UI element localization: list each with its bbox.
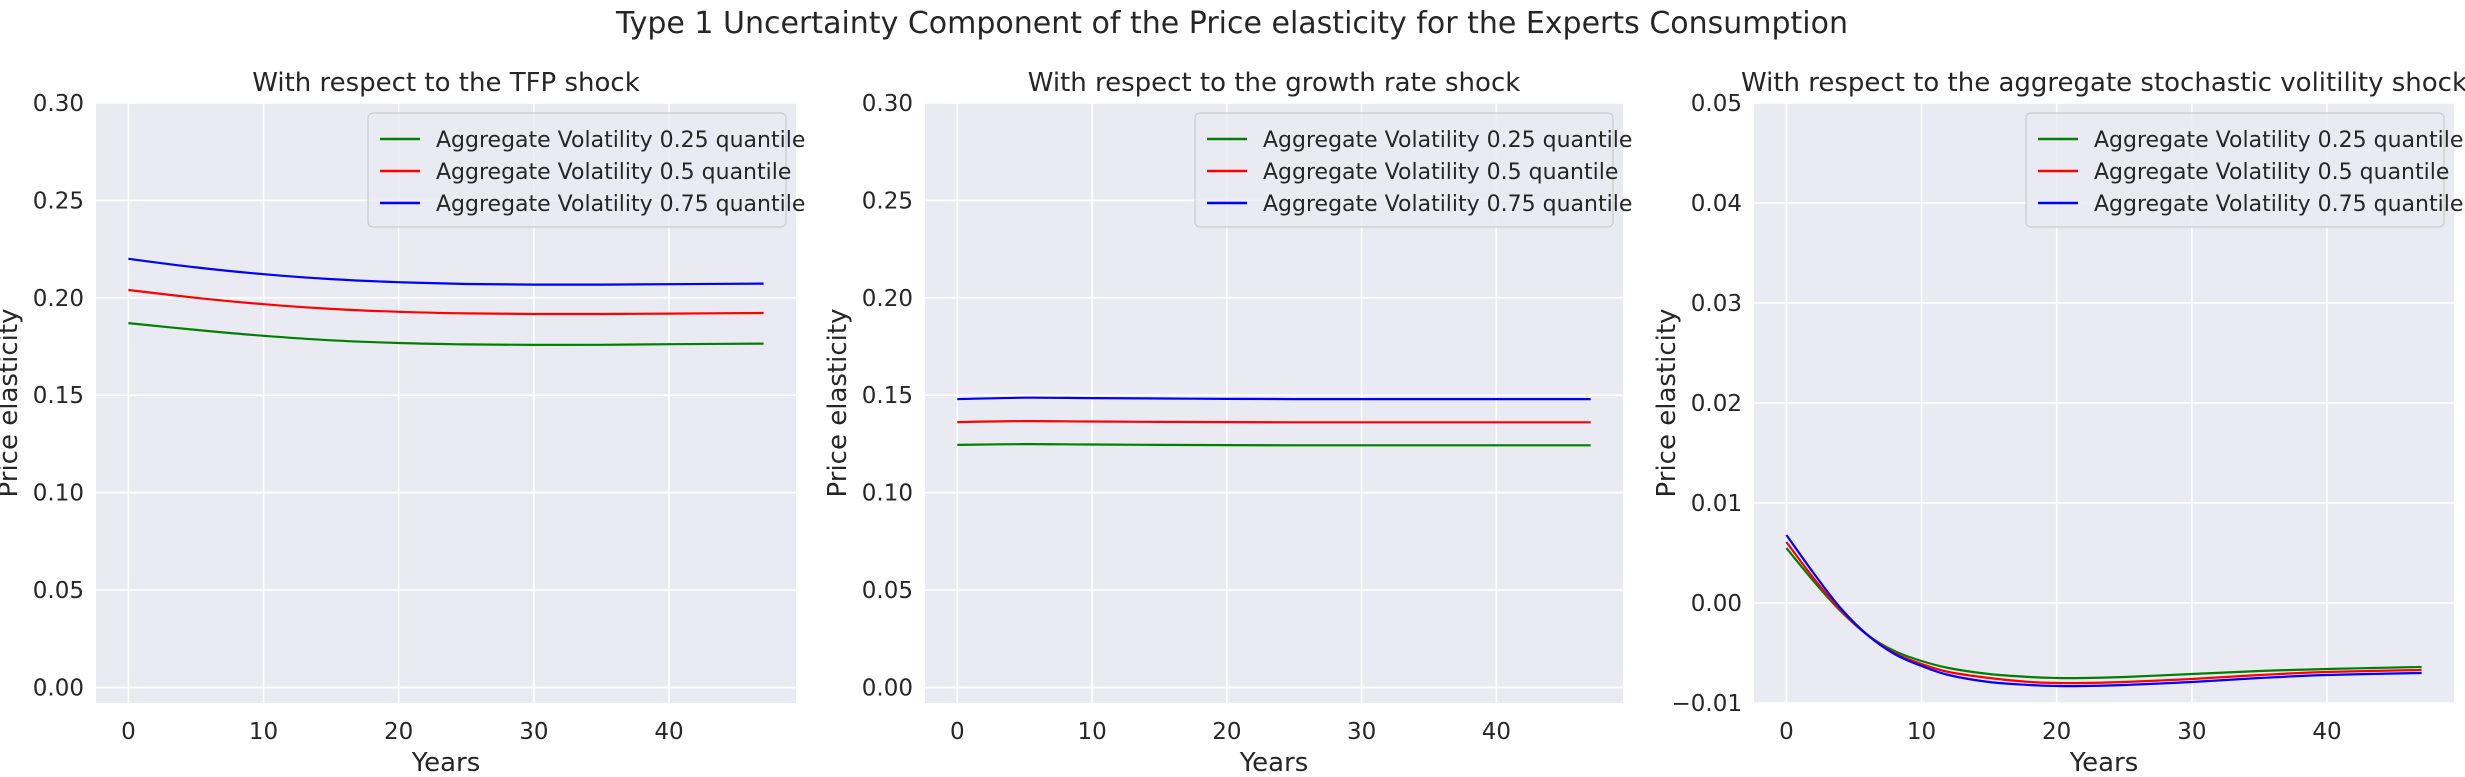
x-tick-label: 40 xyxy=(654,719,683,745)
y-tick-label: 0.15 xyxy=(33,383,84,409)
x-tick-label: 0 xyxy=(121,719,136,745)
panel-title: With respect to the growth rate shock xyxy=(1028,68,1521,98)
chart-panel-2: 0 10 20 30 40 0.00 0.05 0.10 0.15 0.20 0.25 0.30 Wit… xyxy=(823,68,1632,777)
x-tick-label: 0 xyxy=(1779,719,1794,745)
x-tick-label: 40 xyxy=(2312,719,2341,745)
panel-title: With respect to the aggregate stochastic… xyxy=(1741,68,2465,98)
x-tick-label: 20 xyxy=(2042,719,2071,745)
panel-title: With respect to the TFP shock xyxy=(252,68,640,98)
y-tick-label: 0.05 xyxy=(862,578,913,604)
x-tick-label: 30 xyxy=(1347,719,1376,745)
chart-panel-1: 0 10 20 30 40 0.00 0.05 0.10 0.15 0.20 0.25 0.30 Wit… xyxy=(0,68,805,777)
series-line-3 xyxy=(957,396,1591,401)
legend-entry: Aggregate Volatility 0.75 quantile xyxy=(436,192,805,217)
y-tick-label: 0.00 xyxy=(1691,591,1742,617)
y-tick-label: 0.10 xyxy=(862,481,913,507)
legend-entry: Aggregate Volatility 0.5 quantile xyxy=(2094,160,2449,185)
x-tick-label: 10 xyxy=(1907,719,1936,745)
legend-entry: Aggregate Volatility 0.75 quantile xyxy=(1263,192,1632,217)
legend: Aggregate Volatility 0.25 quantile Aggreg… xyxy=(1194,112,1632,228)
y-tick-label: 0.00 xyxy=(33,675,84,701)
legend: Aggregate Volatility 0.25 quantile Aggreg… xyxy=(2025,112,2463,228)
y-tick-label: 0.02 xyxy=(1691,391,1742,417)
series-line-3 xyxy=(1785,534,2422,688)
x-tick-label: 20 xyxy=(384,719,413,745)
y-axis-label: Price elasticity xyxy=(1652,309,1682,498)
legend: Aggregate Volatility 0.25 quantile Aggreg… xyxy=(367,112,805,228)
x-tick-label: 30 xyxy=(519,719,548,745)
x-axis-label: Years xyxy=(1239,748,1309,777)
series-line-2 xyxy=(957,419,1591,424)
legend-entry: Aggregate Volatility 0.75 quantile xyxy=(2094,192,2463,217)
legend-entry: Aggregate Volatility 0.25 quantile xyxy=(2094,128,2463,153)
y-axis-label: Price elasticity xyxy=(0,309,24,498)
legend-entry: Aggregate Volatility 0.5 quantile xyxy=(436,160,791,185)
chart-panel-3: 0 10 20 30 40 −0.01 0.00 0.01 0.02 0.03 0.04 0.05Wi… xyxy=(1652,68,2465,777)
y-tick-label: 0.05 xyxy=(33,578,84,604)
y-tick-label: 0.00 xyxy=(862,675,913,701)
series-line-3 xyxy=(128,257,764,286)
series-line-1 xyxy=(128,322,764,347)
y-tick-label: 0.05 xyxy=(1691,91,1742,117)
y-axis-label: Price elasticity xyxy=(823,309,853,498)
y-tick-label: 0.30 xyxy=(33,91,84,117)
y-tick-label: 0.10 xyxy=(33,481,84,507)
legend-entry: Aggregate Volatility 0.5 quantile xyxy=(1263,160,1618,185)
x-axis-label: Years xyxy=(411,748,481,777)
y-tick-label: 0.30 xyxy=(862,91,913,117)
y-tick-label: 0.15 xyxy=(862,383,913,409)
legend-box xyxy=(1194,112,1614,228)
x-axis-label: Years xyxy=(2069,748,2139,777)
y-tick-label: 0.01 xyxy=(1691,491,1742,517)
y-tick-label: 0.20 xyxy=(33,286,84,312)
x-tick-label: 40 xyxy=(1482,719,1511,745)
legend-box xyxy=(2025,112,2445,228)
legend-entry: Aggregate Volatility 0.25 quantile xyxy=(436,128,805,153)
series-line-1 xyxy=(957,442,1591,447)
legend-entry: Aggregate Volatility 0.25 quantile xyxy=(1263,128,1632,153)
y-tick-label: 0.25 xyxy=(33,188,84,214)
y-tick-label: 0.03 xyxy=(1691,291,1742,317)
y-tick-label: −0.01 xyxy=(1672,691,1742,717)
x-tick-label: 0 xyxy=(950,719,965,745)
y-tick-label: 0.25 xyxy=(862,188,913,214)
figure-suptitle: Type 1 Uncertainty Component of the Pric… xyxy=(615,6,1848,41)
x-tick-label: 10 xyxy=(1077,719,1106,745)
legend-box xyxy=(367,112,787,228)
x-tick-label: 10 xyxy=(249,719,278,745)
y-tick-label: 0.04 xyxy=(1691,191,1742,217)
x-tick-label: 30 xyxy=(2177,719,2206,745)
x-tick-label: 20 xyxy=(1212,719,1241,745)
series-line-2 xyxy=(128,288,764,316)
y-tick-label: 0.20 xyxy=(862,286,913,312)
